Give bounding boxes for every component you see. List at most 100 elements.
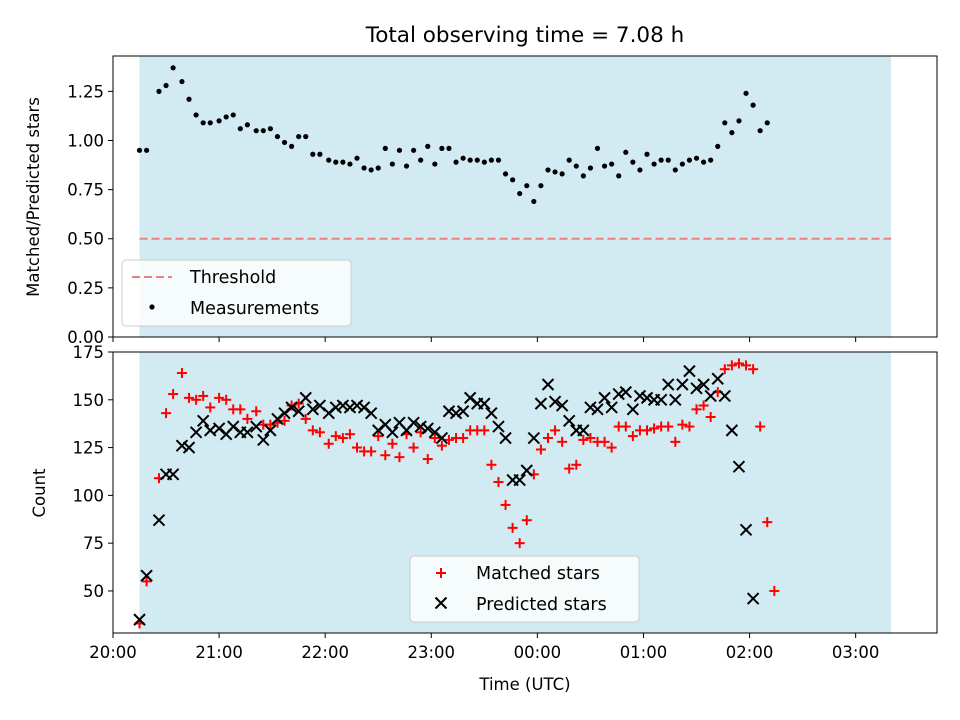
measurement-point	[545, 167, 551, 173]
matched-star-point	[352, 442, 363, 453]
measurement-point	[573, 163, 579, 169]
predicted-star-point	[442, 405, 456, 418]
matched-star-point	[684, 421, 695, 432]
matched-star-point	[221, 394, 232, 405]
predicted-star-point	[676, 378, 689, 391]
matched-star-point	[507, 522, 518, 533]
y-tick-top-label: 0.25	[67, 279, 104, 298]
legend-threshold-label: Threshold	[189, 268, 276, 288]
predicted-star-point	[711, 372, 724, 385]
predicted-star-point	[527, 431, 541, 445]
predicted-star-point	[264, 424, 277, 437]
predicted-star-point	[350, 399, 364, 412]
predicted-star-point	[633, 389, 647, 403]
predicted-star-point	[577, 424, 590, 437]
measurement-point	[310, 151, 316, 157]
matched-star-point	[514, 538, 525, 549]
matched-star-point	[564, 463, 575, 474]
matched-star-point	[394, 452, 405, 463]
predicted-star-point	[189, 426, 203, 439]
matched-star-point	[535, 444, 546, 455]
predicted-star-point	[364, 406, 378, 420]
matched-star-point	[279, 415, 290, 426]
predicted-star-point	[285, 401, 298, 414]
measurement-point	[580, 173, 586, 179]
matched-star-point	[663, 421, 674, 432]
measurement-point	[170, 65, 176, 71]
y-axis-label-bottom: Count	[30, 468, 49, 518]
predicted-star-point	[732, 460, 746, 473]
matched-star-point	[691, 404, 702, 415]
matched-star-point	[698, 400, 709, 411]
predicted-star-point	[683, 364, 696, 378]
predicted-star-point	[478, 397, 491, 410]
matched-star-point	[521, 515, 532, 526]
matched-star-point	[542, 433, 553, 444]
count-points	[133, 358, 780, 629]
predicted-star-point	[662, 378, 675, 391]
predicted-star-point	[669, 393, 682, 406]
measurement-point	[700, 159, 707, 165]
measurement-point	[524, 183, 530, 189]
predicted-star-point	[292, 405, 305, 418]
predicted-star-point	[499, 431, 512, 445]
x-tick-label: 22:00	[301, 643, 349, 662]
predicted-star-point	[548, 395, 562, 408]
measurement-point	[474, 157, 480, 163]
measurement-point	[538, 183, 544, 189]
matched-star-point	[205, 402, 216, 413]
measurement-point	[411, 147, 417, 153]
y-axis-label-top: Matched/Predicted stars	[24, 97, 43, 297]
predicted-star-point	[241, 426, 254, 439]
measurement-point	[223, 114, 229, 120]
matched-star-point	[176, 368, 187, 379]
measurement-point	[693, 155, 700, 161]
matched-star-point	[436, 440, 447, 451]
legend-box-top	[121, 259, 352, 327]
measurement-point	[722, 120, 728, 126]
measurement-point	[253, 128, 259, 134]
measurement-point	[143, 147, 150, 153]
predicted-star-point	[704, 389, 717, 403]
measurement-point	[467, 157, 473, 163]
measurement-point	[354, 155, 360, 161]
matched-star-point	[733, 358, 744, 369]
measurement-point	[340, 159, 346, 165]
predicted-star-point	[336, 399, 350, 412]
measurement-point	[601, 163, 608, 169]
legend-box-bottom	[409, 555, 640, 623]
measurement-point	[237, 126, 243, 132]
predicted-star-point	[166, 468, 180, 481]
matched-star-point	[741, 360, 752, 371]
x-tick-label: 20:00	[89, 643, 137, 662]
predicted-star-point	[421, 422, 434, 435]
measurement-point	[274, 133, 281, 140]
matched-star-point	[500, 499, 511, 510]
matched-star-point	[458, 433, 469, 444]
predicted-star-point	[329, 401, 343, 414]
predicted-star-point	[182, 441, 196, 454]
measurement-point	[333, 159, 339, 165]
predicted-star-point	[175, 439, 189, 452]
measurement-point	[361, 165, 367, 171]
predicted-star-point	[697, 378, 710, 391]
matched-star-point	[380, 450, 391, 461]
measurement-point	[200, 120, 206, 126]
matched-star-point	[557, 436, 568, 447]
measurement-point	[594, 145, 601, 151]
matched-star-point	[251, 406, 262, 417]
y-tick-top-label: 0.00	[67, 328, 104, 347]
matched-star-point	[242, 413, 253, 424]
predicted-star-point	[746, 592, 760, 605]
matched-star-point	[493, 476, 504, 487]
measurement-point	[446, 145, 452, 151]
predicted-star-point	[257, 433, 270, 447]
x-tick-label: 23:00	[408, 643, 456, 662]
predicted-star-point	[456, 405, 470, 418]
count-panel: 50 75 100 125 150 175 20:00 21:00 22:00 23:00 00:…	[30, 343, 938, 694]
measurement-point	[425, 143, 431, 149]
predicted-star-point	[196, 414, 210, 428]
y-tick-bottom-label: 175	[73, 343, 105, 362]
matched-star-point	[486, 459, 497, 470]
predicted-star-point	[584, 401, 597, 414]
